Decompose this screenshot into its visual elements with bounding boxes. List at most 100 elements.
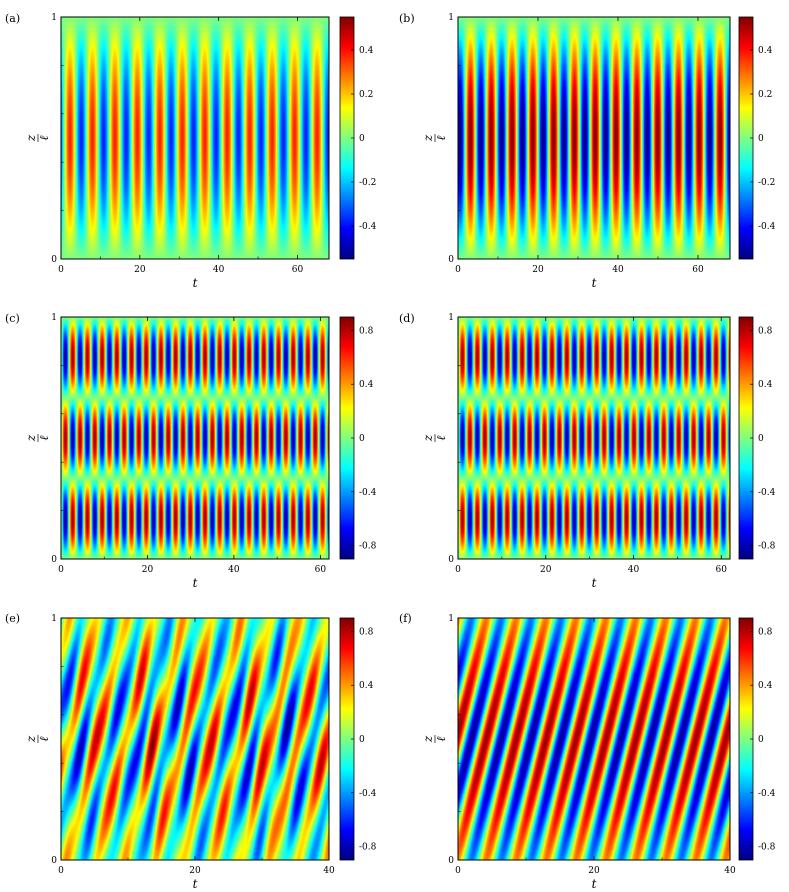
colorbar-tick-label: 0 bbox=[359, 434, 365, 444]
colorbar-tick-label: 0 bbox=[758, 134, 764, 144]
x-tick-label: 0 bbox=[58, 565, 64, 575]
colorbar-tick-label: 0.4 bbox=[359, 46, 374, 56]
plot-frame bbox=[60, 316, 330, 560]
x-tick-label: 0 bbox=[455, 866, 461, 876]
x-tick-label: 20 bbox=[134, 265, 146, 275]
x-tick-label: 20 bbox=[189, 866, 201, 876]
x-axis-label: t bbox=[193, 877, 198, 891]
colorbar-tick-label: -0.2 bbox=[359, 178, 376, 188]
panel-d: (d) 0 20 40 60 0 1 t z ℓ -0.8 -0.4 0 0.4 0.8 bbox=[399, 312, 776, 590]
panel-label: (e) bbox=[5, 612, 20, 625]
panel-b: (b) 0 20 40 60 0 1 t z ℓ -0.4 -0.2 0 0.2 0.4 bbox=[399, 12, 776, 290]
y-label-numerator: z bbox=[24, 735, 38, 743]
x-axis-label: t bbox=[592, 576, 597, 590]
y-tick-label: 0 bbox=[51, 856, 57, 866]
colorbar-tick-label: -0.8 bbox=[758, 843, 776, 853]
y-tick-label: 0 bbox=[51, 555, 57, 565]
colorbar-gradient bbox=[739, 17, 753, 259]
panel-label: (c) bbox=[5, 312, 20, 325]
plot-frame bbox=[457, 16, 731, 260]
colorbar-tick-label: 0 bbox=[359, 735, 365, 745]
colorbar-gradient bbox=[340, 618, 354, 860]
x-tick-label: 20 bbox=[142, 565, 154, 575]
colorbar-tick-label: 0.8 bbox=[359, 627, 374, 637]
y-tick-label: 1 bbox=[448, 13, 454, 23]
y-tick-label: 1 bbox=[51, 313, 57, 323]
y-tick-label: 0 bbox=[448, 255, 454, 265]
colorbar-tick-label: 0.8 bbox=[359, 326, 374, 336]
colorbar-tick-label: 0.8 bbox=[758, 627, 773, 637]
x-tick-label: 60 bbox=[292, 265, 304, 275]
panel-label: (d) bbox=[399, 312, 415, 325]
colorbar-tick-label: 0.4 bbox=[359, 681, 374, 691]
x-tick-label: 20 bbox=[588, 866, 600, 876]
x-tick-label: 40 bbox=[228, 565, 240, 575]
heatmap-field bbox=[61, 317, 329, 559]
heatmap-field bbox=[61, 618, 329, 860]
x-tick-label: 40 bbox=[213, 265, 225, 275]
heatmap-field bbox=[458, 618, 730, 860]
colorbar-tick-label: -0.4 bbox=[758, 488, 776, 498]
colorbar-tick-label: 0 bbox=[758, 434, 764, 444]
plot-frame bbox=[457, 316, 731, 560]
colorbar-gradient bbox=[340, 17, 354, 259]
x-tick-label: 20 bbox=[540, 565, 552, 575]
y-tick-label: 1 bbox=[51, 13, 57, 23]
x-tick-label: 40 bbox=[628, 565, 640, 575]
y-label-numerator: z bbox=[421, 735, 435, 743]
colorbar-tick-label: -0.4 bbox=[758, 222, 776, 232]
y-tick-label: 1 bbox=[448, 614, 454, 624]
x-axis-label: t bbox=[193, 276, 198, 290]
panel-a: (a) 0 20 40 60 0 1 t z ℓ -0.4 -0.2 0 0.2 0.4 bbox=[5, 12, 377, 290]
y-label-denominator: ℓ bbox=[434, 436, 448, 441]
y-label-numerator: z bbox=[421, 434, 435, 442]
panel-c: (c) 0 20 40 60 0 1 t z ℓ -0.8 -0.4 0 0.4 0.8 bbox=[5, 312, 377, 590]
y-tick-label: 0 bbox=[448, 856, 454, 866]
colorbar-tick-label: -0.2 bbox=[758, 178, 775, 188]
colorbar-tick-label: 0.4 bbox=[758, 380, 773, 390]
colorbar-tick-label: -0.4 bbox=[359, 789, 377, 799]
colorbar-tick-label: 0.4 bbox=[758, 681, 773, 691]
heatmap-field bbox=[61, 17, 329, 259]
x-tick-label: 40 bbox=[612, 265, 624, 275]
colorbar-tick-label: -0.8 bbox=[359, 542, 377, 552]
x-tick-label: 0 bbox=[455, 565, 461, 575]
y-tick-label: 1 bbox=[448, 313, 454, 323]
y-label-denominator: ℓ bbox=[434, 136, 448, 141]
panel-label: (f) bbox=[399, 612, 412, 625]
y-label-denominator: ℓ bbox=[37, 436, 51, 441]
colorbar-tick-label: -0.4 bbox=[359, 488, 377, 498]
colorbar-tick-label: 0.4 bbox=[359, 380, 374, 390]
heatmap-field bbox=[458, 317, 730, 559]
y-tick-label: 1 bbox=[51, 614, 57, 624]
colorbar-tick-label: 0.2 bbox=[359, 90, 373, 100]
colorbar-tick-label: 0.8 bbox=[758, 326, 773, 336]
y-tick-label: 0 bbox=[51, 255, 57, 265]
y-label-denominator: ℓ bbox=[37, 737, 51, 742]
y-tick-label: 0 bbox=[448, 555, 454, 565]
colorbar-tick-label: -0.8 bbox=[359, 843, 377, 853]
x-tick-label: 60 bbox=[715, 565, 727, 575]
colorbar-tick-label: 0 bbox=[758, 735, 764, 745]
panel-label: (a) bbox=[5, 12, 20, 25]
x-axis-label: t bbox=[592, 877, 597, 891]
colorbar-gradient bbox=[739, 317, 753, 559]
colorbar-gradient bbox=[340, 317, 354, 559]
colorbar-tick-label: -0.4 bbox=[758, 789, 776, 799]
panel-e: (e) 0 20 40 0 1 t z ℓ -0.8 -0.4 0 0.4 0.8 bbox=[5, 612, 377, 891]
colorbar-gradient bbox=[739, 618, 753, 860]
x-tick-label: 0 bbox=[58, 866, 64, 876]
x-tick-label: 60 bbox=[692, 265, 704, 275]
y-label-numerator: z bbox=[421, 134, 435, 142]
x-tick-label: 60 bbox=[315, 565, 327, 575]
colorbar-tick-label: 0 bbox=[359, 134, 365, 144]
plot-frame bbox=[60, 16, 330, 260]
colorbar-tick-label: 0.2 bbox=[758, 90, 772, 100]
